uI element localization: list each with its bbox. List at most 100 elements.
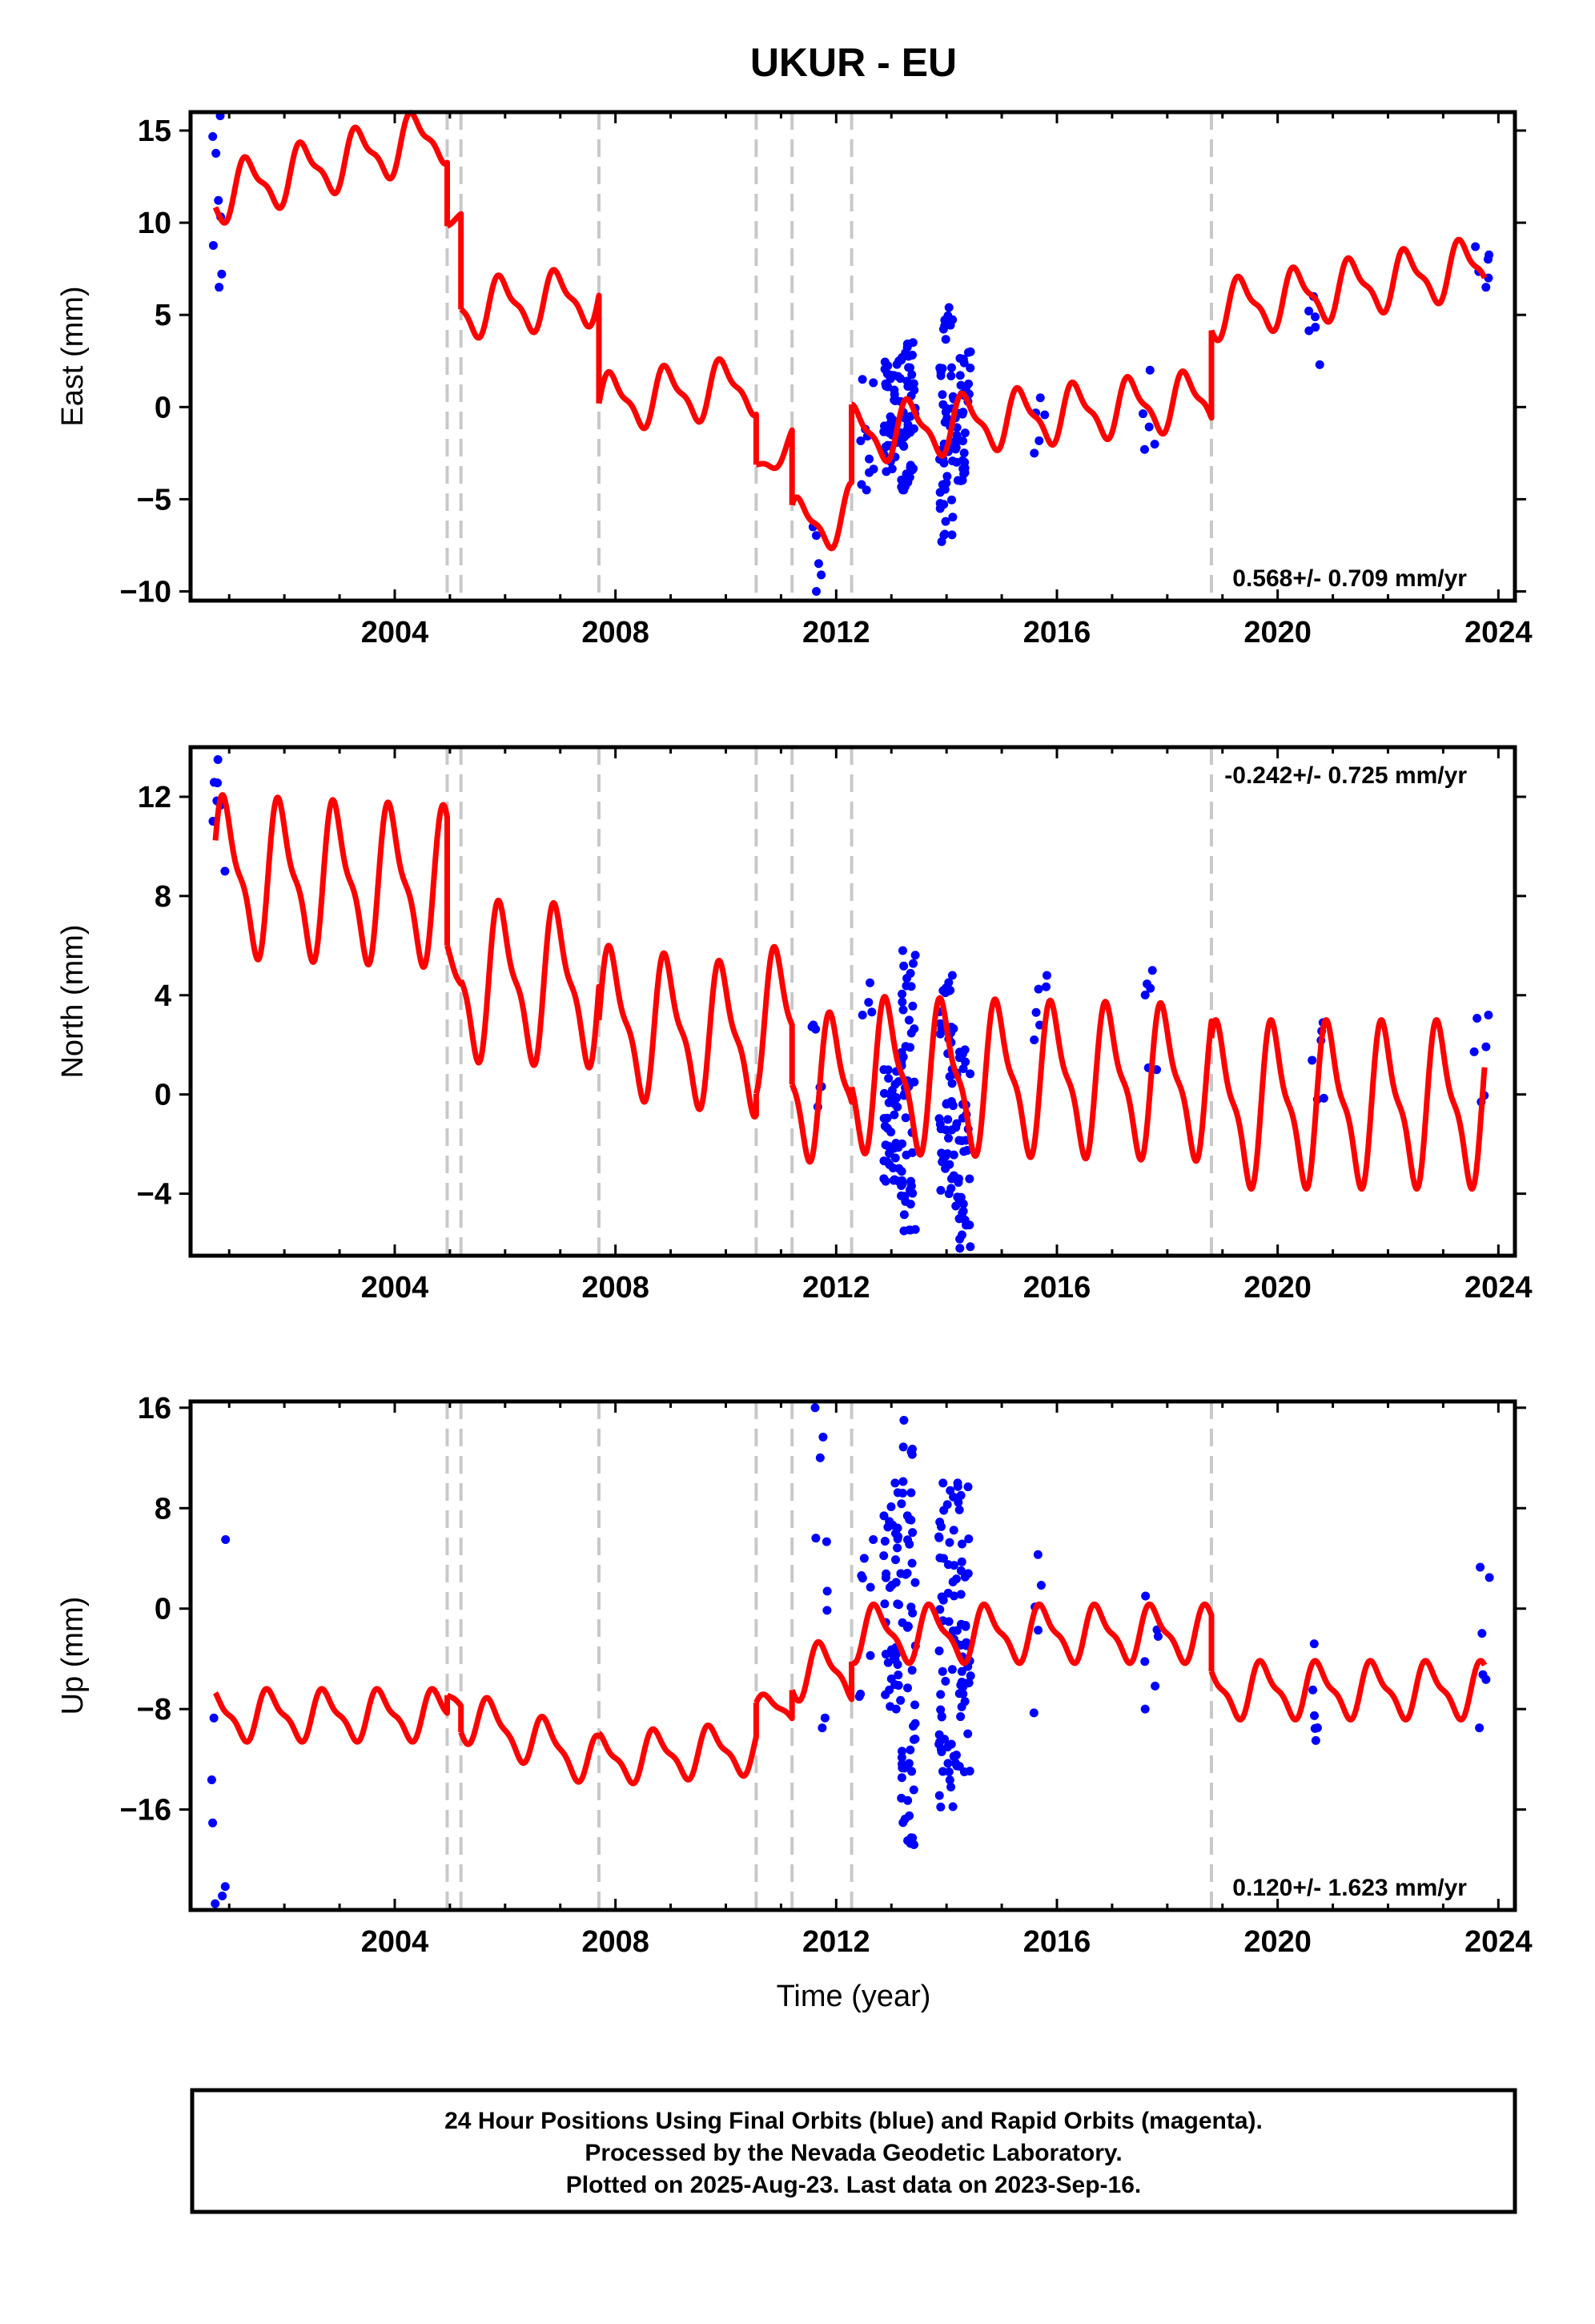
model-fit-line: [753, 427, 795, 505]
data-point: [897, 1167, 906, 1176]
data-point: [896, 1695, 906, 1705]
data-point: [907, 1767, 917, 1776]
data-point: [908, 1188, 918, 1198]
data-point: [897, 1747, 906, 1756]
data-point: [902, 1150, 911, 1160]
data-point: [935, 1737, 945, 1747]
data-point: [209, 778, 219, 787]
data-point: [935, 1553, 945, 1562]
data-point: [1308, 1055, 1317, 1065]
data-point: [900, 1192, 910, 1201]
x-tick-label: 2004: [361, 1925, 429, 1959]
data-point: [215, 283, 224, 292]
model-fit-line: [849, 330, 1215, 464]
data-point: [866, 1582, 875, 1592]
data-point: [907, 1449, 917, 1459]
data-point: [965, 1174, 974, 1184]
data-point: [898, 1477, 908, 1486]
data-point: [1031, 1007, 1041, 1017]
data-point: [964, 1534, 974, 1544]
data-point: [811, 1534, 821, 1543]
data-point: [941, 1676, 950, 1686]
data-point: [964, 1678, 974, 1687]
rate-annotation: 0.568+/- 0.709 mm/yr: [1232, 565, 1467, 592]
data-point: [956, 1566, 966, 1575]
data-point: [948, 513, 958, 522]
data-point: [940, 529, 950, 539]
data-point: [906, 1488, 916, 1498]
data-point: [886, 1128, 896, 1137]
data-point: [1034, 984, 1043, 994]
data-point: [885, 1517, 894, 1526]
x-tick-label: 2024: [1464, 616, 1533, 649]
data-point: [936, 1690, 946, 1699]
y-tick-label: −16: [120, 1794, 171, 1827]
data-point: [938, 1595, 948, 1605]
data-point: [208, 1818, 218, 1827]
data-point: [1030, 448, 1039, 458]
y-tick-label: 0: [155, 1079, 171, 1112]
data-point: [891, 1578, 901, 1587]
model-fit-line: [212, 1686, 450, 1745]
data-point: [1311, 323, 1320, 332]
data-point: [1146, 983, 1155, 993]
data-point: [906, 1200, 915, 1209]
data-point: [966, 1069, 975, 1079]
x-tick-label: 2012: [802, 1271, 870, 1305]
y-tick-label: 15: [138, 115, 171, 148]
panel-north: 2004 2008 2012 2016 2020 2024 12 8 4 0 −4 North (mm…: [56, 745, 1533, 1305]
data-point: [955, 371, 965, 380]
data-point: [906, 363, 915, 372]
data-point: [906, 460, 915, 470]
data-point: [953, 476, 962, 485]
data-point: [903, 1795, 913, 1805]
data-point: [936, 371, 946, 380]
panels: 2004 2008 2012 2016 2020 2024 15 10 5 0 −5 −10 East …: [56, 110, 1533, 1959]
data-point: [1481, 283, 1491, 292]
footer-box: 24 Hour Positions Using Final Orbits (bl…: [190, 2088, 1517, 2214]
data-point: [965, 1767, 974, 1776]
data-point: [907, 370, 917, 380]
data-point: [886, 1502, 896, 1512]
data-point: [946, 1174, 956, 1184]
data-point: [887, 1085, 897, 1095]
model-fit-line: [849, 994, 1215, 1164]
data-point: [1035, 393, 1045, 403]
data-point: [869, 464, 878, 474]
data-point: [943, 1115, 953, 1124]
data-point: [945, 1160, 954, 1169]
data-point: [1481, 1042, 1491, 1051]
data-point: [814, 559, 823, 569]
data-point: [811, 1024, 821, 1034]
y-tick-label: −8: [137, 1693, 171, 1727]
data-point: [894, 1671, 903, 1680]
data-point: [864, 998, 874, 1007]
data-point: [892, 1093, 902, 1103]
data-point: [885, 1148, 894, 1158]
data-point: [1304, 306, 1314, 316]
data-point: [944, 1767, 954, 1776]
data-point: [910, 1719, 920, 1728]
model-fit-line: [458, 267, 602, 404]
data-point: [935, 1019, 945, 1028]
data-point: [857, 1571, 866, 1581]
data-point: [904, 1759, 914, 1768]
model-fit-line: [753, 1690, 795, 1722]
data-point: [220, 866, 230, 876]
model-fit-line: [596, 943, 759, 1120]
data-point: [962, 1220, 971, 1230]
data-point: [952, 434, 962, 444]
model-fit-line: [597, 1703, 759, 1787]
y-axis-label: North (mm): [56, 924, 90, 1078]
data-point: [898, 440, 908, 450]
data-point: [938, 1767, 948, 1776]
data-point: [906, 428, 915, 437]
model-fit-line: [1208, 1017, 1488, 1192]
footer-line-3: Plotted on 2025-Aug-23. Last data on 202…: [566, 2172, 1142, 2198]
data-point: [906, 1181, 916, 1191]
data-point: [883, 1065, 893, 1075]
data-point: [890, 1153, 900, 1163]
data-point: [946, 363, 956, 372]
data-point: [211, 148, 221, 158]
data-point: [893, 1102, 902, 1112]
